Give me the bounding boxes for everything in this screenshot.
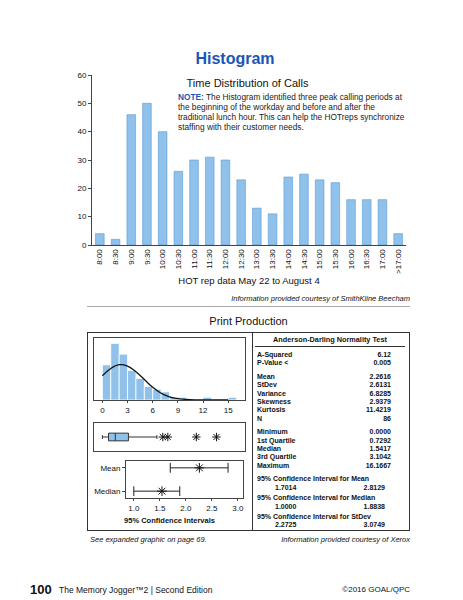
html-text:86: 86 bbox=[383, 414, 391, 422]
html-text:The Memory Jogger™2 | Second E: The Memory Jogger™2 | Second Edition bbox=[59, 585, 213, 595]
html-text:Minimum: Minimum bbox=[257, 428, 288, 436]
svg-text:30: 30 bbox=[77, 156, 86, 165]
html-text:0.0000: 0.0000 bbox=[369, 428, 391, 436]
html-text:95% Confidence Interval for Me: 95% Confidence Interval for Mean bbox=[257, 475, 369, 483]
html-text:Information provided courtesy: Information provided courtesy of Xerox bbox=[281, 535, 410, 544]
html-text:1.7014: 1.7014 bbox=[275, 483, 297, 491]
svg-text:8:00: 8:00 bbox=[95, 249, 104, 265]
svg-text:2.5: 2.5 bbox=[206, 504, 218, 513]
html-text:Median: Median bbox=[257, 445, 282, 453]
html-text:Kurtosis: Kurtosis bbox=[257, 406, 286, 414]
html-text:See expanded graphic on page 6: See expanded graphic on page 69. bbox=[90, 535, 207, 544]
svg-text:1.0: 1.0 bbox=[128, 504, 140, 513]
svg-text:60: 60 bbox=[77, 71, 86, 80]
html-text:95% Confidence Interval for St: 95% Confidence Interval for StDev bbox=[257, 512, 371, 520]
svg-text:Median: Median bbox=[94, 487, 120, 496]
svg-text:HOT rep data May 22 to August: HOT rep data May 22 to August 4 bbox=[178, 275, 319, 286]
svg-text:17:00: 17:00 bbox=[378, 249, 387, 270]
svg-text:9:00: 9:00 bbox=[127, 249, 136, 265]
svg-text:14:00: 14:00 bbox=[284, 249, 293, 270]
svg-text:Time Distribution of Calls: Time Distribution of Calls bbox=[187, 77, 309, 89]
svg-text:16:00: 16:00 bbox=[347, 249, 356, 270]
html-text:©2016 GOAL/QPC: ©2016 GOAL/QPC bbox=[342, 585, 410, 594]
svg-text:10:30: 10:30 bbox=[174, 249, 183, 270]
html-text:2.2725: 2.2725 bbox=[275, 521, 297, 529]
html-text:StDev: StDev bbox=[257, 381, 277, 389]
svg-text:12:00: 12:00 bbox=[221, 249, 230, 270]
html-text:Maximum: Maximum bbox=[257, 461, 290, 469]
svg-text:12: 12 bbox=[199, 406, 208, 415]
html-text:1.5417: 1.5417 bbox=[369, 445, 391, 453]
html-text:N: N bbox=[257, 414, 263, 422]
svg-text:40: 40 bbox=[77, 127, 86, 136]
html-text:2.9379: 2.9379 bbox=[369, 398, 391, 405]
html-text:16.1667: 16.1667 bbox=[365, 461, 391, 469]
svg-text:13:30: 13:30 bbox=[268, 249, 277, 270]
html-text:2.8129: 2.8129 bbox=[363, 483, 385, 491]
html-text:Anderson-Darling Normality Tes: Anderson-Darling Normality Test bbox=[273, 335, 387, 344]
svg-text:14:30: 14:30 bbox=[300, 249, 309, 270]
svg-text:3: 3 bbox=[125, 406, 130, 415]
html-text:Print Production: Print Production bbox=[209, 315, 288, 327]
svg-text:13:00: 13:00 bbox=[252, 249, 261, 270]
svg-text:1.5: 1.5 bbox=[154, 504, 166, 513]
svg-text:20: 20 bbox=[77, 184, 86, 193]
svg-text:15:00: 15:00 bbox=[315, 249, 324, 270]
svg-text:11:00: 11:00 bbox=[190, 249, 199, 269]
html-text:Mean: Mean bbox=[257, 372, 275, 380]
svg-text:9:30: 9:30 bbox=[143, 249, 152, 265]
html-text:1st Quartile: 1st Quartile bbox=[257, 436, 296, 444]
svg-text:11:30: 11:30 bbox=[205, 249, 214, 269]
html-text:3.0749: 3.0749 bbox=[363, 521, 385, 529]
svg-text:9: 9 bbox=[176, 406, 181, 415]
html-text:95% Confidence Interval for Me: 95% Confidence Interval for Median bbox=[257, 494, 376, 502]
svg-text:12:30: 12:30 bbox=[237, 249, 246, 270]
html-text:2.6131: 2.6131 bbox=[369, 381, 391, 389]
svg-text:6: 6 bbox=[150, 406, 155, 415]
html-text:1.0000: 1.0000 bbox=[275, 502, 297, 510]
svg-text:16:30: 16:30 bbox=[362, 249, 371, 270]
html-text:1.8838: 1.8838 bbox=[363, 502, 385, 510]
html-text:Histogram: Histogram bbox=[195, 50, 275, 67]
html-text:A-Squared: A-Squared bbox=[257, 351, 293, 358]
html-text:Skewness: Skewness bbox=[257, 398, 291, 405]
html-text:2.2616: 2.2616 bbox=[369, 372, 391, 380]
svg-text:15:30: 15:30 bbox=[331, 249, 340, 270]
html-text:0.7292: 0.7292 bbox=[369, 436, 391, 444]
html-text:0.005: 0.005 bbox=[373, 359, 391, 367]
svg-text:0: 0 bbox=[82, 241, 87, 250]
svg-text:Mean: Mean bbox=[100, 464, 120, 473]
html-text:100: 100 bbox=[30, 582, 52, 597]
svg-text:15: 15 bbox=[224, 406, 233, 415]
svg-text:2.0: 2.0 bbox=[180, 504, 192, 513]
html-text:95% Confidence Intervals: 95% Confidence Intervals bbox=[124, 516, 215, 525]
svg-text:0: 0 bbox=[100, 406, 105, 415]
svg-text:50: 50 bbox=[77, 99, 86, 108]
svg-text:3.0: 3.0 bbox=[232, 504, 244, 513]
html-text:6.12: 6.12 bbox=[377, 351, 391, 358]
html-text:Information provided courtesy: Information provided courtesy of SmithKl… bbox=[231, 294, 410, 303]
html-text:Variance: Variance bbox=[257, 389, 286, 397]
html-text:3rd Quartile: 3rd Quartile bbox=[257, 453, 297, 461]
html-text:NOTE: The Histogram identified: NOTE: The Histogram identified three pea… bbox=[178, 92, 405, 133]
svg-text:8:30: 8:30 bbox=[111, 249, 120, 265]
html-text:P-Value <: P-Value < bbox=[257, 359, 289, 367]
html-text:11.4219: 11.4219 bbox=[366, 406, 391, 414]
svg-text:10:00: 10:00 bbox=[158, 249, 167, 270]
html-text:6.8285: 6.8285 bbox=[369, 389, 391, 397]
svg-text:10: 10 bbox=[77, 212, 86, 221]
svg-text:>17:00: >17:00 bbox=[394, 249, 403, 274]
html-text:3.1042: 3.1042 bbox=[369, 453, 391, 461]
